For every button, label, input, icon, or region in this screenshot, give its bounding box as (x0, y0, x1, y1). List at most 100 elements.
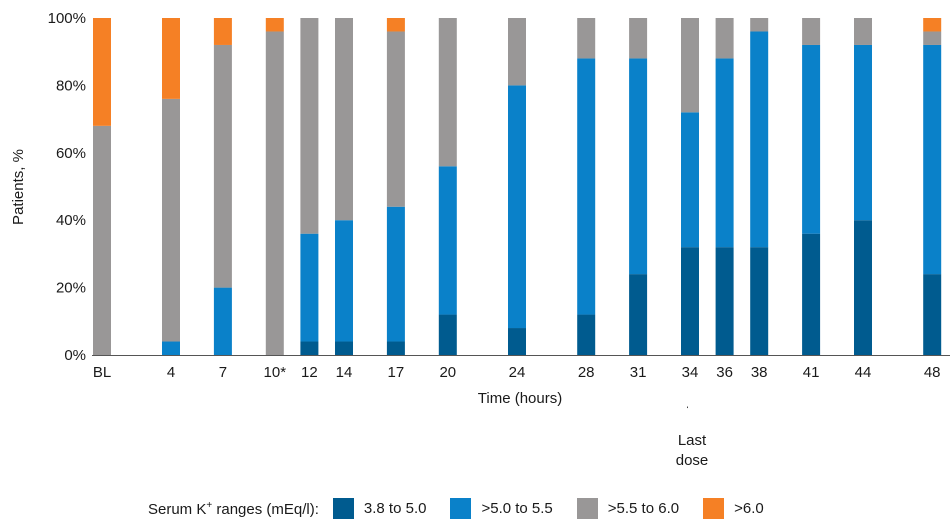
annotation-line-2: dose (675, 452, 709, 469)
legend-row: Serum K+ ranges (mEq/l): 3.8 to 5.0 >5.0 … (148, 498, 788, 519)
bar-segment (213, 44, 232, 288)
bar-segment (386, 206, 405, 342)
bar-segment (923, 18, 942, 32)
x-axis-label: Time (hours) (478, 390, 562, 407)
x-tick-label: BL (93, 364, 111, 381)
bar-segment (300, 233, 319, 342)
bar-segment (265, 18, 284, 32)
x-tick-label: 36 (716, 364, 733, 381)
x-tick-label: 24 (509, 364, 526, 381)
bar-segment (715, 58, 734, 248)
legend-item: 3.8 to 5.0 (332, 498, 427, 519)
legend-label: >5.0 to 5.5 (481, 500, 553, 517)
last-dose-annotation: Last dose (662, 431, 722, 471)
bar-segment (681, 247, 699, 355)
x-tick-label: 28 (578, 364, 595, 381)
bar-segment (854, 220, 872, 355)
x-tick-label: 14 (336, 364, 353, 381)
bar-segment (750, 18, 769, 32)
y-tick-label: 0% (64, 347, 86, 364)
x-tick-label: 34 (682, 364, 699, 381)
bar-segment (93, 125, 111, 355)
y-tick-label: 60% (56, 145, 86, 162)
x-tick-label: 41 (803, 364, 820, 381)
bar-segment (265, 31, 284, 355)
bar-segment (750, 247, 769, 355)
bar-segment (162, 98, 180, 342)
bar-segment (577, 18, 596, 59)
legend-item: >6.0 (703, 498, 764, 519)
legend-title: Serum K+ ranges (mEq/l): (148, 500, 319, 518)
legend-item: >5.5 to 6.0 (576, 498, 680, 519)
bar-segment (629, 274, 648, 355)
legend-title-suffix: ranges (mEq/l): (212, 500, 319, 518)
bar-segment (923, 44, 942, 275)
y-tick-label: 80% (56, 77, 86, 94)
bar-segment (438, 18, 457, 167)
legend-item: >5.0 to 5.5 (450, 498, 553, 519)
y-axis-label: Patients, % (10, 149, 27, 225)
bar-segment (629, 18, 648, 59)
y-tick-label: 20% (56, 280, 86, 297)
legend-swatch (576, 498, 598, 519)
bar-segment (300, 18, 319, 234)
x-tick-label: 4 (167, 364, 175, 381)
bar-segment (508, 85, 526, 329)
y-axis-ticks: 0% 20% 40% 60% 80% 100% (48, 10, 86, 364)
bar-segment (335, 220, 353, 342)
x-tick-label: 10* (264, 364, 287, 381)
bar-segment (335, 18, 353, 221)
legend-title-sup: + (206, 499, 213, 511)
bar-segment (386, 341, 405, 355)
x-tick-label: 44 (855, 364, 872, 381)
legend-swatch (703, 498, 725, 519)
x-tick-label: 7 (219, 364, 227, 381)
annotation-line-1: Last (677, 432, 707, 449)
bar-segment (93, 18, 111, 126)
bar-segment (335, 341, 353, 355)
bar-segment (508, 328, 526, 355)
bar-segment (629, 58, 648, 275)
x-tick-label: 38 (751, 364, 768, 381)
bar-segment (923, 274, 942, 355)
bar-segment (386, 18, 405, 32)
stacked-bar-chart: 0% 20% 40% 60% 80% 100% BL 4 7 10* 12 14 17 20 24 28 31… (10, 10, 950, 407)
x-tick-label: 17 (388, 364, 405, 381)
bar-segment (681, 18, 699, 113)
bar-segment (802, 44, 821, 234)
bar-segment (802, 233, 821, 355)
bar-segment (162, 18, 180, 99)
bar-segment (162, 341, 180, 355)
bar-segment (438, 314, 457, 355)
bar-segment (213, 287, 232, 355)
bar-segment (577, 58, 596, 315)
y-tick-label: 40% (56, 212, 86, 229)
legend-swatch (450, 498, 472, 519)
bar-segment (213, 18, 232, 45)
x-tick-label: 12 (301, 364, 318, 381)
bar-segment (438, 166, 457, 315)
bar-segment (386, 31, 405, 207)
x-axis-ticks: BL 4 7 10* 12 14 17 20 24 28 31 34 36 38 41 44 48 (93, 364, 941, 381)
legend-swatch (332, 498, 354, 519)
x-tick-label: 48 (924, 364, 941, 381)
bar-segment (715, 247, 734, 355)
legend-title-prefix: Serum K (148, 500, 207, 518)
bar-segment (923, 31, 942, 45)
legend-label: >6.0 (734, 500, 764, 517)
bar-segment (577, 314, 596, 355)
bar-segment (508, 18, 526, 86)
bar-segment (681, 112, 699, 248)
bar-segment (854, 18, 872, 45)
bars (93, 18, 942, 355)
x-tick-label: 31 (630, 364, 647, 381)
bar-segment (715, 18, 734, 59)
x-tick-label: 20 (439, 364, 456, 381)
legend-label: >5.5 to 6.0 (607, 500, 680, 517)
bar-segment (802, 18, 821, 45)
bar-segment (750, 31, 769, 248)
y-tick-label: 100% (48, 10, 86, 27)
bar-segment (300, 341, 319, 355)
legend: Serum K+ ranges (mEq/l): 3.8 to 5.0 >5.0 … (0, 498, 950, 522)
legend-label: 3.8 to 5.0 (363, 500, 427, 517)
